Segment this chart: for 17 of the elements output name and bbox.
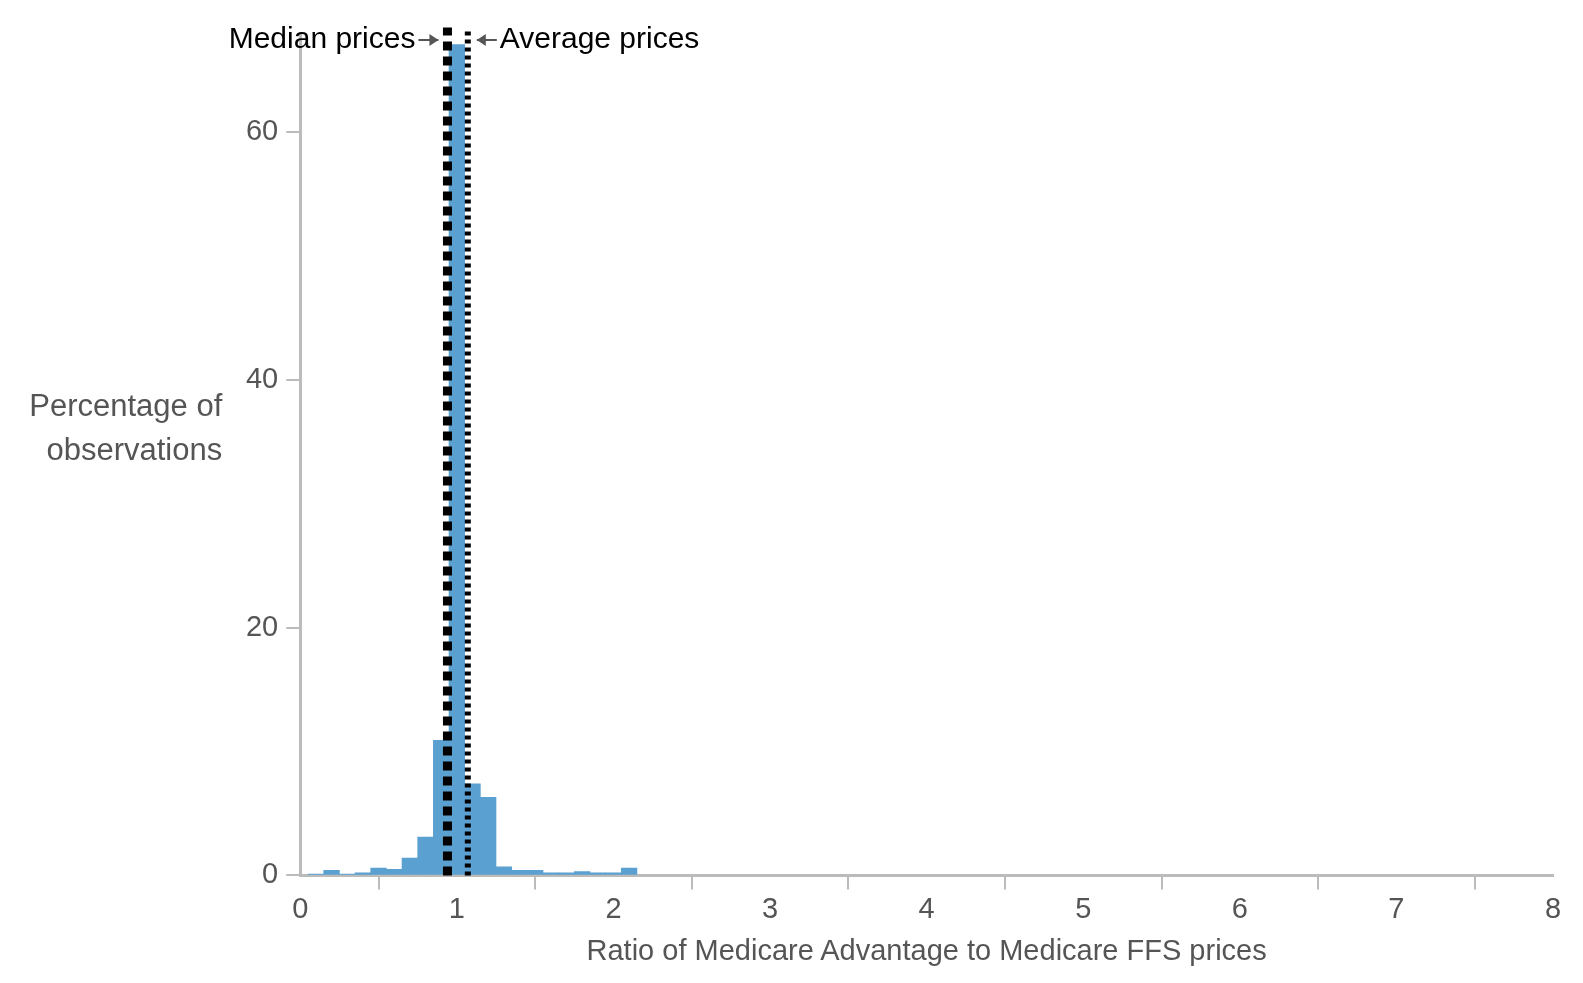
x-tick-label: 2: [605, 891, 622, 924]
y-tick-label: 40: [245, 362, 279, 395]
y-axis-title: Percentage of observations: [29, 387, 223, 467]
y-tick-label: 60: [245, 114, 279, 147]
x-tick-label: 5: [1075, 891, 1092, 924]
x-tick-label: 3: [761, 891, 779, 924]
x-tick-label: 1: [448, 891, 465, 924]
y-tick-label: 0: [262, 857, 279, 890]
x-tick-label: 7: [1388, 891, 1405, 924]
x-tick-label: 4: [918, 891, 935, 924]
x-tick-label: 6: [1231, 891, 1248, 924]
ref-line-label: Average prices: [499, 21, 700, 55]
x-axis-title: Ratio of Medicare Advantage to Medicare FFS prices: [586, 933, 1267, 966]
x-tick-label: 8: [1544, 891, 1562, 924]
ref-line-label: Median prices: [228, 21, 416, 55]
y-tick-label: 20: [245, 609, 279, 642]
x-tick-label: 0: [292, 891, 309, 924]
